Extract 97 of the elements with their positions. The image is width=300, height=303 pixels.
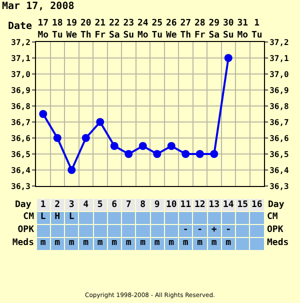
point — [124, 150, 133, 158]
x2-tick-label: 1 — [40, 200, 46, 210]
x2-tick-label: 7 — [126, 200, 132, 210]
x2-tick-label: 16 — [251, 200, 262, 210]
point — [196, 150, 204, 158]
y-tick-label: 37,1 — [11, 54, 31, 63]
y-tick-label: 36,6 — [11, 134, 31, 143]
text: m — [54, 238, 60, 248]
point — [167, 142, 176, 150]
x2-tick-label: 4 — [83, 200, 90, 210]
x-tick-label: 19 We — [66, 18, 78, 40]
x2-tick-label: 15 — [237, 200, 248, 210]
y2-tick-label: 36,7 — [270, 118, 290, 127]
x2-tick-label: 9 — [154, 200, 160, 210]
x2-tick-label: 11 — [180, 200, 192, 210]
text: Day — [15, 200, 32, 210]
y2-tick-label: 37,0 — [270, 70, 290, 79]
point — [68, 166, 76, 174]
y-tick-label: 37,0 — [11, 70, 31, 79]
x-tick-label: 31 Mo — [237, 18, 248, 40]
x2-tick-label: 13 — [208, 200, 220, 210]
x2-tick-label: 12 — [194, 200, 206, 210]
point — [39, 110, 48, 118]
category-label: Meds — [267, 238, 289, 248]
point — [96, 118, 104, 126]
text: m — [140, 238, 146, 248]
text: m — [226, 238, 232, 248]
category-label: CM — [267, 212, 278, 222]
text: - — [226, 225, 232, 235]
x-tick-label: 21 Fr — [94, 18, 106, 40]
text: m — [126, 238, 132, 248]
x2-tick-label: 5 — [97, 200, 103, 210]
category-label: CM — [23, 212, 34, 222]
y-tick-label: 36,5 — [11, 150, 31, 159]
text: m — [197, 238, 203, 248]
x-tick-label: 24 Mo — [137, 18, 149, 40]
point — [224, 54, 232, 62]
y2-tick-label: 36,4 — [270, 166, 290, 175]
category-label: OPK — [18, 225, 34, 235]
x-tick-label: 27 Th — [180, 18, 192, 40]
y-tick-label: 36,8 — [11, 102, 31, 111]
x2-tick-label: 8 — [140, 200, 146, 210]
text: m — [154, 238, 160, 248]
y2-tick-label: 36,6 — [270, 134, 290, 143]
x-tick-label: 25 Tu — [152, 18, 163, 40]
x2-tick-label: 2 — [54, 200, 60, 210]
text: H — [54, 212, 60, 222]
text: m — [97, 238, 103, 248]
x-tick-label: 17 Mo — [38, 18, 49, 40]
point — [53, 134, 62, 142]
y2-tick-label: 36,3 — [270, 182, 290, 191]
point — [82, 134, 90, 142]
x-tick-label: 1 Tu — [251, 18, 262, 40]
y2-tick-label: 37,1 — [270, 54, 290, 63]
text: - — [197, 225, 203, 235]
y-tick-label: 36,4 — [11, 166, 31, 175]
text: L — [68, 212, 74, 222]
x-tick-label: 26 We — [166, 18, 178, 40]
x2-tick-label: 6 — [112, 200, 118, 210]
y2-tick-label: 36,5 — [270, 150, 290, 159]
x-tick-label: 23 Su — [123, 18, 134, 40]
x2-tick-label: 3 — [68, 200, 74, 210]
x-tick-label: 22 Sa — [108, 18, 120, 40]
text: m — [83, 238, 89, 248]
point — [182, 150, 190, 158]
text: m — [68, 238, 74, 248]
y2-tick-label: 36,8 — [270, 102, 290, 111]
x-tick-label: 18 Tu — [52, 18, 63, 40]
point — [110, 142, 118, 150]
y-tick-label: 36,7 — [11, 118, 31, 127]
category-label: Meds — [12, 238, 34, 248]
text: + — [211, 225, 217, 235]
point — [210, 150, 218, 158]
x-tick-label: 20 Th — [80, 18, 92, 40]
x2-tick-label: 14 — [222, 200, 234, 210]
point — [153, 150, 162, 158]
text: - — [182, 225, 188, 235]
text: m — [112, 238, 118, 248]
x-tick-label: 30 Su — [222, 18, 234, 40]
point — [138, 142, 147, 150]
category-label: OPK — [267, 225, 284, 235]
x-axis-title: Date — [8, 21, 32, 32]
y-tick-label: 36,9 — [11, 86, 31, 95]
x-tick-label: 29 Sa — [208, 18, 220, 40]
text: m — [211, 238, 217, 248]
y-tick-label: 37,2 — [11, 38, 31, 47]
x-tick-label: 28 Fr — [194, 18, 206, 40]
text: m — [182, 238, 188, 248]
x2-tick-label: 10 — [166, 200, 177, 210]
y-tick-label: 36,3 — [11, 182, 31, 191]
y2-tick-label: 37,2 — [270, 38, 290, 47]
chart-title: Mar 17, 2008 — [2, 1, 74, 12]
text: m — [168, 238, 174, 248]
y2-tick-label: 36,9 — [270, 86, 290, 95]
text: L — [40, 212, 46, 222]
text: m — [40, 238, 46, 248]
x2-axis-title: Day — [268, 200, 285, 210]
